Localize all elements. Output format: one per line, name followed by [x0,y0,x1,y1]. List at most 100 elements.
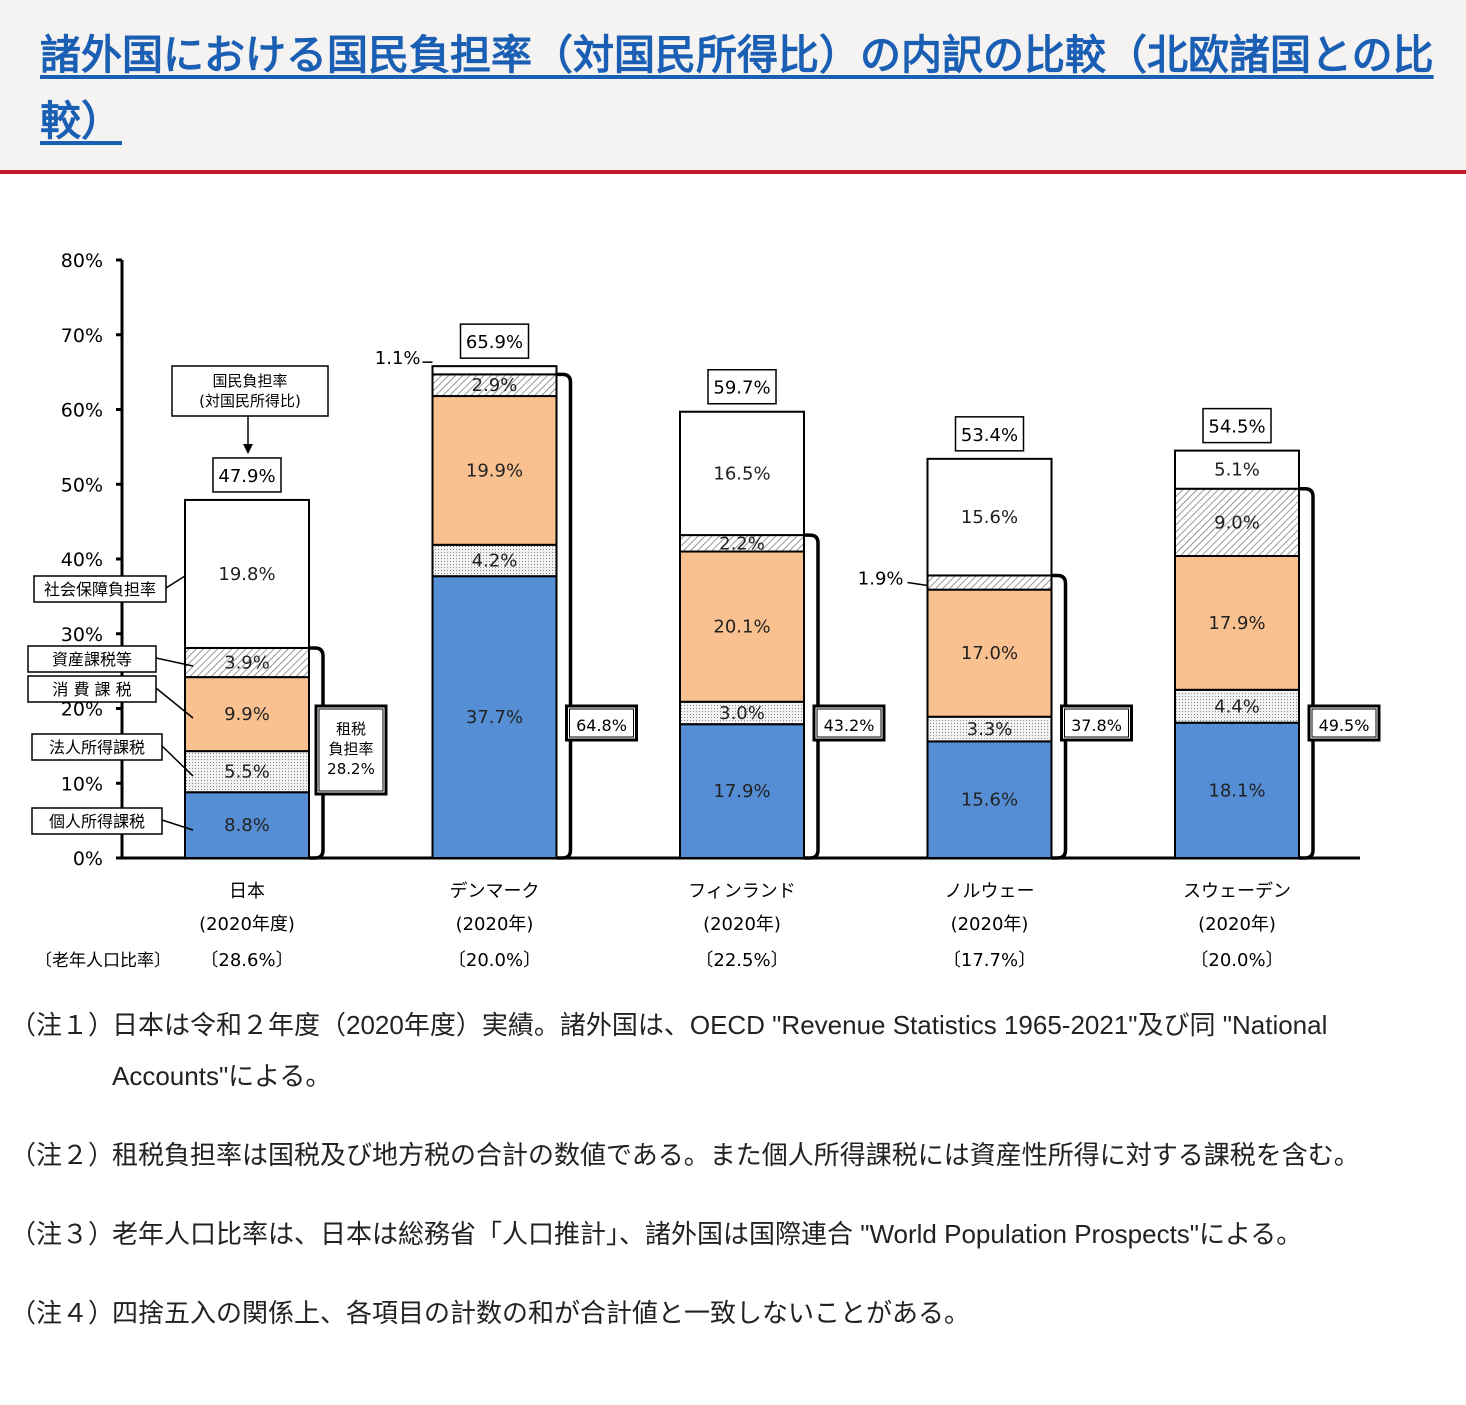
note: （注１） 日本は令和２年度（2020年度）実績。諸外国は、OECD "Revenu… [10,1000,1460,1102]
tax-ratio-box-inner [1064,708,1129,738]
data-label: 4.2% [472,550,518,571]
year-label: (2020年) [703,914,781,935]
total-label: 54.5% [1208,417,1265,438]
bar-segment [926,588,1053,718]
header: 諸外国における国民負担率（対国民所得比）の内訳の比較（北欧諸国との比較） [0,0,1466,174]
note-key: （注２） [10,1140,115,1170]
tax-bracket [556,372,573,860]
elderly-ratio: 〔20.0%〕 [1190,950,1283,971]
tax-ratio-box-inner [1311,708,1377,738]
legend-box [27,675,157,703]
data-label: 9.9% [224,704,270,725]
legend-leader [155,687,194,719]
legend-box [33,575,167,603]
data-label: 2.2% [719,533,765,554]
y-tick-label: 10% [61,773,103,795]
tax-ratio-box-inner [318,708,384,792]
total-annotation-box [171,365,329,417]
year-label: (2020年) [951,914,1029,935]
data-label: 1.1% [375,348,421,369]
legend-label: 消 費 課 税 [52,680,131,699]
tax-ratio-label: 43.2% [824,716,875,735]
y-tick-label: 0% [73,848,103,870]
data-label: 1.9% [858,569,904,590]
elderly-ratio: 〔28.6%〕 [200,950,293,971]
total-box [212,457,282,493]
legend-label: 法人所得課税 [49,738,145,757]
y-tick-label: 80% [61,250,103,272]
country-label: スウェーデン [1183,881,1291,902]
note-key: （注４） [10,1298,115,1328]
bar-segment [926,457,1053,577]
note-text: 老年人口比率は、日本は総務省「人口推計」、諸外国は国際連合 "World Pop… [112,1219,1303,1249]
data-label: 19.9% [466,460,523,481]
year-label: (2020年度) [199,914,295,935]
tax-ratio-box [1060,704,1133,742]
legend-label: 個人所得課税 [49,812,145,831]
country-label: フィンランド [688,881,796,902]
data-label: 16.5% [713,463,770,484]
tax-ratio-box [314,704,388,796]
bar-segment [431,575,558,859]
elderly-ratio: 〔17.7%〕 [943,950,1036,971]
tax-ratio-label: 37.8% [1071,716,1122,735]
page-title[interactable]: 諸外国における国民負担率（対国民所得比）の内訳の比較（北欧諸国との比較） [40,31,1434,145]
data-label: 3.9% [224,653,270,674]
data-label: 19.8% [218,564,275,585]
bar-segment [1174,449,1300,490]
total-label: 47.9% [218,466,275,487]
bar-segment [184,676,310,753]
legend-box [31,807,163,835]
country-label: ノルウェー [945,881,1035,902]
bar-segment [1174,487,1300,558]
tax-ratio-title: 租税 [336,720,366,738]
data-label: 17.9% [1208,613,1265,634]
bar-segment [431,395,558,546]
data-label: 17.9% [713,781,770,802]
bar-segment [926,574,1053,591]
note-text: 日本は令和２年度（2020年度）実績。諸外国は、OECD "Revenue St… [112,1010,1328,1091]
data-label: 17.0% [961,643,1018,664]
note-text: 四捨五入の関係上、各項目の計数の和が合計値と一致しないことがある。 [112,1298,971,1328]
tax-ratio-box-inner [816,708,882,738]
year-label: (2020年) [456,914,534,935]
tax-bracket [1299,486,1315,860]
data-label: 20.1% [713,617,770,638]
notes: （注１） 日本は令和２年度（2020年度）実績。諸外国は、OECD "Revenu… [10,1000,1460,1367]
data-label: 3.3% [967,719,1013,740]
tax-ratio-label: 49.5% [1319,716,1370,735]
bar-segment [926,740,1053,860]
annotation-text: 国民負担率 [212,372,287,390]
bar-segment [679,410,805,537]
tax-bracket [804,533,820,860]
bar-segment [431,365,558,376]
y-tick-label: 50% [61,474,103,496]
arrow-head [243,444,253,454]
legend-label: 社会保障負担率 [44,580,156,599]
note-text: 租税負担率は国税及び地方税の合計の数値である。また個人所得課税には資産性所得に対… [112,1140,1360,1170]
total-label: 59.7% [713,378,770,399]
tax-ratio-label: 28.2% [327,760,375,778]
data-label: 37.7% [466,707,523,728]
total-label: 65.9% [466,332,523,353]
data-label: 3.0% [719,703,765,724]
legend-box [31,733,163,761]
tax-ratio-box [812,704,886,742]
country-label: 日本 [229,881,265,902]
data-label: 5.1% [1214,460,1260,481]
tax-ratio-box [1307,704,1381,742]
country-label: デンマーク [450,881,540,902]
tax-ratio-label: 64.8% [576,716,627,735]
total-box [954,416,1025,452]
data-label: 9.0% [1214,512,1260,533]
total-label: 53.4% [961,425,1018,446]
data-label: 15.6% [961,507,1018,528]
elderly-ratio-heading: 〔老年人口比率〕 [35,951,171,971]
y-tick-label: 40% [61,549,103,571]
note: （注４） 四捨五入の関係上、各項目の計数の和が合計値と一致しないことがある。 [10,1288,1460,1339]
legend-leader [161,745,194,777]
legend-box [27,645,157,673]
data-label: 15.6% [961,790,1018,811]
y-tick-label: 30% [61,624,103,646]
leader-line [907,581,928,587]
